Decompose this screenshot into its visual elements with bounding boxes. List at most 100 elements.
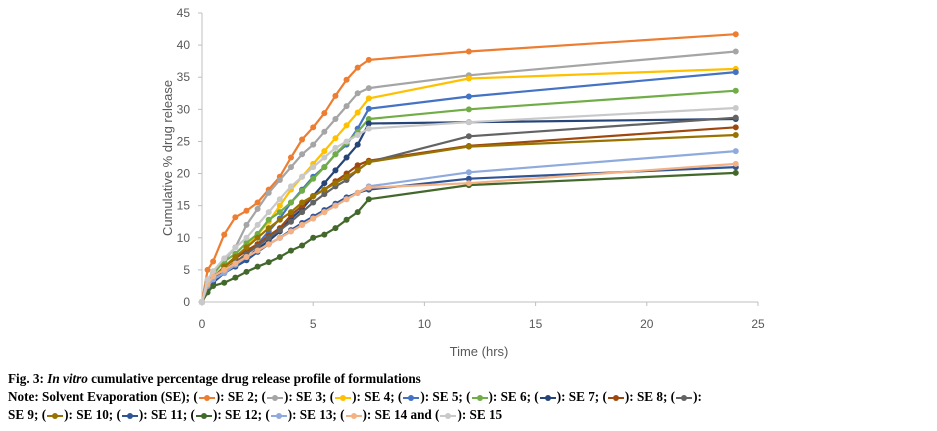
data-point [365, 85, 372, 92]
data-point [299, 151, 306, 158]
data-point [276, 254, 283, 261]
y-tick-label: 15 [177, 199, 191, 213]
data-point [343, 103, 350, 110]
data-point [243, 207, 250, 214]
data-point [276, 202, 283, 209]
legend-label: ): SE 11; ( [138, 407, 195, 422]
data-point [354, 167, 361, 174]
data-point [254, 221, 261, 228]
legend-swatch [270, 411, 287, 421]
x-tick-label: 10 [418, 317, 432, 331]
data-point [210, 258, 217, 265]
legend-label: ): SE 15 [457, 407, 503, 422]
data-point [254, 247, 261, 254]
data-point [232, 214, 239, 221]
legend-swatch [335, 393, 352, 403]
legend-label: ): [693, 389, 702, 404]
data-point [365, 120, 372, 127]
legend-swatch [440, 411, 457, 421]
data-point [254, 243, 261, 250]
data-point [276, 227, 283, 234]
drug-release-chart: 0 5 10 15 20 25 0 5 10 15 20 25 30 35 40 45 Time (hrs)… [160, 6, 765, 359]
data-point [732, 148, 739, 155]
x-tick-label: 20 [640, 317, 654, 331]
legend-swatch [47, 411, 64, 421]
y-axis: 0 5 10 15 20 25 30 35 40 45 [177, 6, 203, 309]
legend-swatch [403, 393, 420, 403]
data-point [465, 119, 472, 126]
legend-label: ): SE 14 and ( [362, 407, 440, 422]
data-point [310, 141, 317, 148]
data-point [465, 143, 472, 150]
data-point [287, 199, 294, 206]
data-point [365, 125, 372, 132]
data-point [321, 154, 328, 161]
x-tick-label: 0 [199, 317, 206, 331]
x-axis: 0 5 10 15 20 25 [199, 301, 765, 331]
data-point [287, 228, 294, 235]
data-point [204, 276, 211, 283]
legend-label: ): SE 10; ( [64, 407, 121, 422]
data-point [321, 164, 328, 171]
data-point [343, 216, 350, 223]
data-point [299, 136, 306, 143]
data-point [343, 173, 350, 180]
data-point [276, 209, 283, 216]
data-point [299, 221, 306, 228]
data-point [332, 115, 339, 122]
data-point [243, 254, 250, 261]
caption-title: Fig. 3: In vitro cumulative percentage d… [8, 370, 933, 388]
data-point [354, 209, 361, 216]
data-point [204, 266, 211, 273]
data-point [332, 151, 339, 158]
x-tick-label: 25 [751, 317, 765, 331]
data-point [243, 239, 250, 246]
data-point [299, 242, 306, 249]
data-point [354, 141, 361, 148]
data-point [732, 105, 739, 112]
y-tick-label: 0 [183, 295, 190, 309]
data-point [321, 186, 328, 193]
y-axis-label: Cumulative % drug release [160, 80, 175, 236]
data-point [732, 31, 739, 38]
x-axis-label: Time (hrs) [450, 344, 509, 359]
legend-label: ): SE 12; ( [212, 407, 270, 422]
data-point [321, 110, 328, 117]
data-point [732, 160, 739, 167]
data-point [354, 109, 361, 116]
data-point [365, 56, 372, 63]
legend-swatch [266, 393, 283, 403]
x-tick-label: 5 [310, 317, 317, 331]
legend-label: ): SE 4; ( [352, 389, 403, 404]
legend-swatch [121, 411, 138, 421]
data-point [265, 241, 272, 248]
data-point [310, 215, 317, 222]
legend-swatch [607, 393, 624, 403]
data-point [321, 231, 328, 238]
data-point [265, 189, 272, 196]
legend-label: ): SE 13; ( [287, 407, 345, 422]
legend-label: ): SE 5; ( [420, 389, 471, 404]
data-point [210, 268, 217, 275]
series-se-15 [199, 105, 739, 305]
data-point [299, 199, 306, 206]
legend-swatch [676, 393, 693, 403]
data-point [243, 234, 250, 241]
data-point [354, 64, 361, 71]
data-point [732, 132, 739, 139]
legend-label: ): SE 2; ( [215, 389, 266, 404]
data-point [732, 114, 739, 121]
data-point [232, 260, 239, 267]
caption-fig-number: Fig. 3: [8, 371, 48, 386]
data-point [332, 144, 339, 151]
data-point [465, 133, 472, 140]
legend-swatch [539, 393, 556, 403]
data-point [310, 175, 317, 182]
caption-note-prefix-2: SE 9; ( [8, 407, 47, 422]
data-point [287, 154, 294, 161]
data-point [365, 158, 372, 165]
data-point [254, 263, 261, 270]
legend-label: ): SE 7; ( [556, 389, 607, 404]
data-point [332, 202, 339, 209]
data-point [332, 180, 339, 187]
